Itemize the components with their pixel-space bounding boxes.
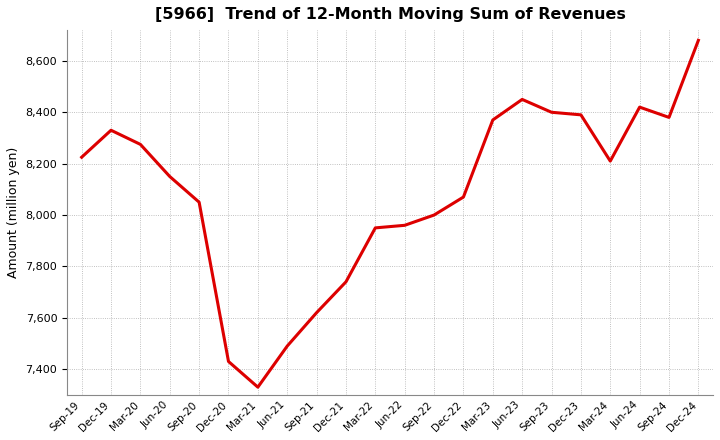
Y-axis label: Amount (million yen): Amount (million yen) [7,147,20,278]
Title: [5966]  Trend of 12-Month Moving Sum of Revenues: [5966] Trend of 12-Month Moving Sum of R… [155,7,626,22]
